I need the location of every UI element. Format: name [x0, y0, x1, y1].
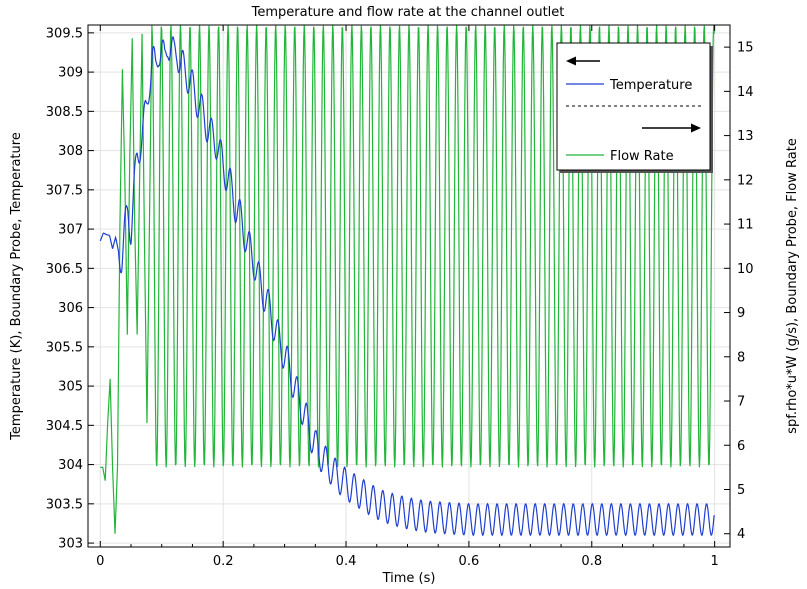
- y-left-tick-label: 306.5: [46, 262, 83, 277]
- y-right-tick-label: 10: [737, 262, 754, 277]
- grid: [88, 25, 730, 547]
- y-right-tick-label: 15: [737, 41, 754, 56]
- legend: Temperature Flow Rate: [556, 42, 713, 173]
- y-right-tick-label: 5: [737, 483, 745, 498]
- series-line-temperature: [99, 35, 715, 537]
- right-arrow-icon: [642, 123, 701, 133]
- y-right-tick-label: 6: [737, 439, 745, 454]
- y-left-tick-label: 303.5: [46, 497, 83, 512]
- y-left-tick-label: 309: [58, 66, 83, 81]
- y-right-tick-label: 12: [737, 173, 754, 188]
- y-left-tick-label: 307.5: [46, 183, 83, 198]
- y-right-tick-label: 9: [737, 306, 745, 321]
- plot-traces: [99, 24, 715, 537]
- y-right-tick-label: 7: [737, 395, 745, 410]
- series-line-flow-rate: [100, 24, 715, 534]
- y-left-tick-label: 307: [58, 223, 83, 238]
- x-tick-label: 1: [711, 554, 719, 569]
- y-left-tick-label: 304.5: [46, 419, 83, 434]
- left-arrow-icon: [566, 56, 600, 66]
- chart-title: Temperature and flow rate at the channel…: [251, 5, 565, 20]
- y-left-tick-label: 308.5: [46, 105, 83, 120]
- y-right-tick-label: 14: [737, 85, 754, 100]
- x-axis: 0 0.2 0.4 0.6 0.8 1: [96, 25, 719, 569]
- y-left-tick-label: 306: [58, 301, 83, 316]
- x-tick-label: 0: [96, 554, 104, 569]
- y-right-tick-label: 13: [737, 129, 754, 144]
- legend-label-temperature: Temperature: [609, 78, 692, 93]
- y-left-tick-label: 303: [58, 537, 83, 552]
- y-axis-left: 303 303.5 304 304.5 305 305.5 306 306.5 307 307.5…: [46, 26, 94, 552]
- y-left-tick-label: 305: [58, 380, 83, 395]
- y-left-tick-label: 309.5: [46, 26, 83, 41]
- x-tick-label: 0.2: [213, 554, 234, 569]
- y-right-tick-label: 11: [737, 218, 754, 233]
- x-tick-label: 0.8: [581, 554, 602, 569]
- x-axis-label: Time (s): [382, 571, 436, 586]
- y-right-tick-label: 8: [737, 350, 745, 365]
- y-left-tick-label: 308: [58, 144, 83, 159]
- y-axis-left-label: Temperature (K), Boundary Probe, Tempera…: [9, 132, 24, 441]
- y-axis-right-label: spf.rho*u*W (g/s), Boundary Probe, Flow …: [785, 138, 800, 434]
- y-right-tick-label: 4: [737, 527, 745, 542]
- plot-frame: [87, 24, 731, 548]
- y-left-tick-label: 304: [58, 458, 83, 473]
- x-tick-label: 0.4: [336, 554, 357, 569]
- y-axis-right: 4 5 6 7 8 9 10 11 12 13 14 15: [724, 41, 754, 542]
- legend-label-flow-rate: Flow Rate: [610, 149, 674, 164]
- y-left-tick-label: 305.5: [46, 340, 83, 355]
- x-tick-label: 0.6: [459, 554, 480, 569]
